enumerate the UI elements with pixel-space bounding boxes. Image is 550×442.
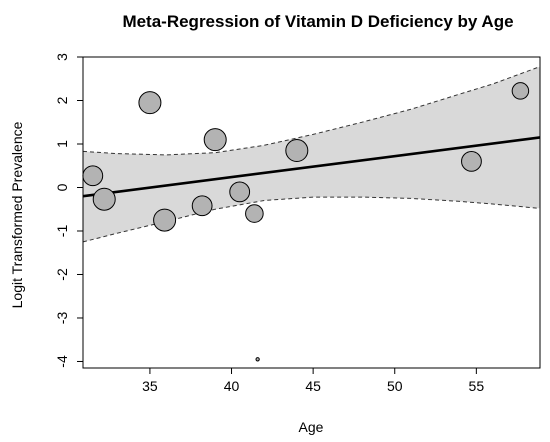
x-tick-label: 35 — [142, 378, 158, 394]
data-point — [245, 204, 264, 223]
regression-line — [82, 136, 541, 198]
y-axis: -4 -3 -2 -1 0 1 2 3 — [54, 53, 83, 368]
data-point — [138, 91, 162, 115]
data-point — [511, 82, 530, 100]
y-tick-label: 0 — [54, 183, 70, 191]
x-axis-label: Age — [299, 419, 324, 435]
y-tick-label: 3 — [54, 53, 70, 61]
x-tick-label: 40 — [224, 378, 240, 394]
y-tick-label: -4 — [54, 355, 70, 368]
confidence-lower-bound — [82, 196, 541, 243]
x-tick-label: 45 — [305, 378, 321, 394]
plot-frame — [82, 56, 541, 369]
y-axis-label: Logit Transformed Prevalence — [9, 121, 25, 308]
data-point — [255, 357, 260, 362]
y-tick-label: 2 — [54, 96, 70, 104]
y-tick-label: 1 — [54, 140, 70, 148]
data-point — [191, 195, 213, 217]
data-point — [92, 187, 116, 211]
chart-title: Meta-Regression of Vitamin D Deficiency … — [122, 12, 513, 31]
y-tick-label: -2 — [54, 268, 70, 281]
data-point — [285, 139, 309, 163]
data-point — [82, 165, 104, 187]
regression-line-layer — [82, 136, 541, 198]
data-points-layer — [82, 82, 530, 362]
y-tick-label: -3 — [54, 312, 70, 325]
x-tick-label: 50 — [387, 378, 403, 394]
x-axis: 35 40 45 50 55 — [142, 368, 484, 394]
data-point — [153, 208, 177, 232]
data-point — [461, 150, 482, 172]
data-point — [203, 128, 227, 152]
data-point — [229, 181, 251, 203]
x-tick-label: 55 — [469, 378, 485, 394]
y-tick-label: -1 — [54, 225, 70, 238]
confidence-upper-bound — [82, 66, 541, 156]
